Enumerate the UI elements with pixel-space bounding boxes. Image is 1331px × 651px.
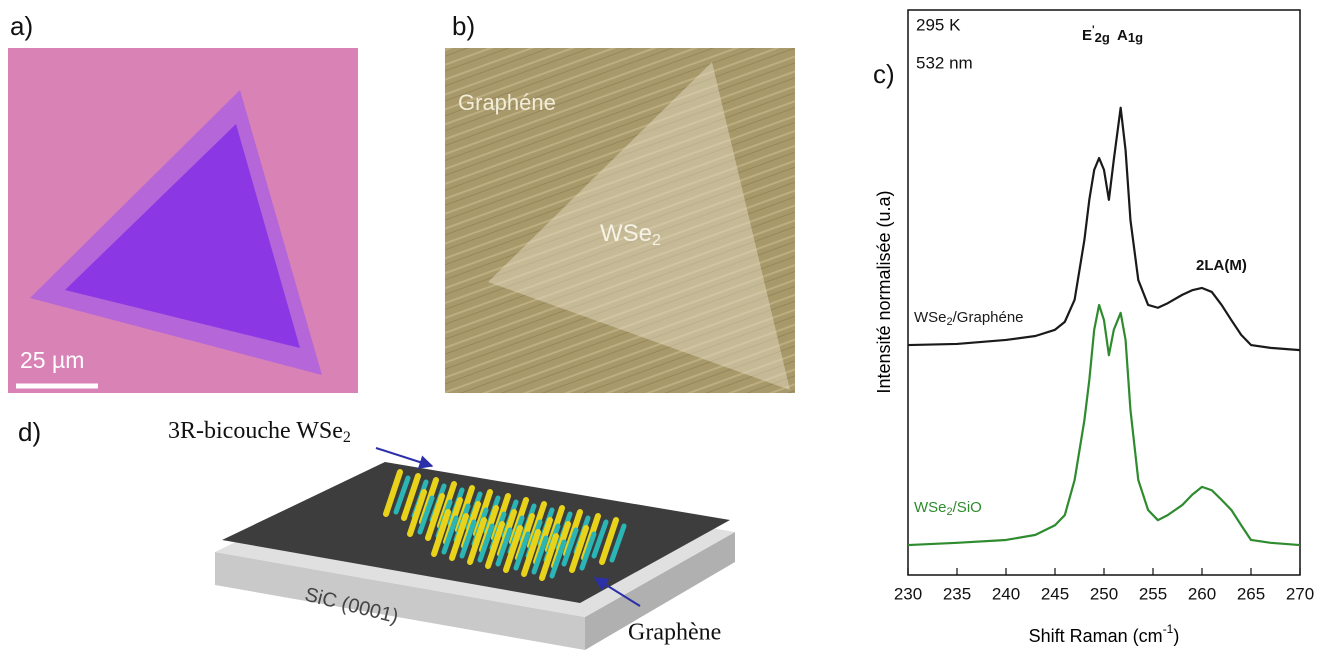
- rod: [579, 531, 597, 571]
- rod: [549, 539, 567, 579]
- y-axis-label: Intensité normalisée (u.a): [874, 190, 894, 393]
- annotation: 532 nm: [916, 53, 973, 72]
- rod: [599, 517, 619, 565]
- image-label: Graphéne: [458, 90, 556, 115]
- text-part: ): [1173, 626, 1179, 646]
- x-tick-label: 235: [943, 584, 971, 603]
- rod: [441, 515, 459, 555]
- rod: [431, 509, 451, 557]
- arrow: [375, 447, 434, 469]
- panel-label: b): [452, 11, 475, 41]
- rod: [417, 495, 435, 535]
- peak-label: E'2g: [1082, 24, 1110, 46]
- panel-label: d): [18, 417, 41, 447]
- subscript: 2: [343, 429, 351, 446]
- series-label: WSe2/SiO: [914, 499, 982, 518]
- x-tick-label: 245: [1041, 584, 1069, 603]
- peak-label: 2LA(M): [1196, 257, 1247, 274]
- rod: [561, 527, 579, 567]
- rod: [459, 519, 477, 559]
- text-part: Shift Raman (cm: [1029, 626, 1163, 646]
- x-tick-label: 260: [1188, 584, 1216, 603]
- rod: [609, 523, 627, 563]
- raman-plot: [907, 9, 1301, 576]
- superscript: ': [1092, 24, 1095, 36]
- rod: [539, 533, 559, 581]
- subscript: 2g: [1095, 30, 1110, 45]
- x-tick-label: 240: [992, 584, 1020, 603]
- panel-label: c): [873, 59, 895, 89]
- x-tick-label: 230: [894, 584, 922, 603]
- x-tick-label: 270: [1286, 584, 1314, 603]
- series-label: WSe2/Graphéne: [914, 309, 1024, 328]
- annotation: 295 K: [916, 15, 961, 34]
- rod: [467, 517, 487, 565]
- text-part: /SiO: [953, 499, 982, 516]
- text-part: A: [1117, 27, 1128, 44]
- subscript: 2: [947, 316, 953, 328]
- rod: [591, 519, 609, 559]
- micrograph-b: [445, 48, 795, 393]
- rod: [393, 475, 411, 515]
- rod: [513, 531, 531, 571]
- subscript: 2: [947, 506, 953, 518]
- spectrum-line: [907, 303, 1301, 547]
- text-part: 3R-bicouche WSe: [168, 418, 343, 444]
- rod: [485, 521, 505, 569]
- rod: [425, 493, 445, 541]
- rod: [503, 525, 523, 573]
- text-part: WSe: [914, 499, 947, 516]
- rod: [569, 525, 589, 573]
- subscript: 2: [652, 232, 661, 249]
- spectrum-line: [907, 106, 1301, 352]
- rod: [521, 529, 541, 577]
- text-part: /Graphéne: [953, 309, 1024, 326]
- rod: [401, 473, 421, 521]
- text-part: E: [1082, 27, 1092, 44]
- panel-label: a): [10, 11, 33, 41]
- x-axis-label: Shift Raman (cm-1): [1029, 622, 1180, 646]
- rod: [449, 513, 469, 561]
- text-part: WSe: [914, 309, 947, 326]
- x-tick-label: 265: [1237, 584, 1265, 603]
- arrow: [593, 577, 641, 607]
- rod: [531, 535, 549, 575]
- x-tick-label: 250: [1090, 584, 1118, 603]
- rod: [477, 523, 495, 563]
- layer-label: 3R-bicouche WSe2: [168, 418, 351, 446]
- image-label: WSe2: [600, 220, 661, 249]
- scale-bar-label: 25 µm: [20, 347, 84, 373]
- rod: [495, 527, 513, 567]
- superscript: -1: [1163, 622, 1174, 636]
- peak-label: A1g: [1117, 27, 1143, 45]
- layer-label: Graphène: [628, 620, 721, 646]
- micrograph-a: [8, 48, 358, 393]
- x-tick-label: 255: [1139, 584, 1167, 603]
- subscript: 1g: [1128, 30, 1143, 45]
- rod: [407, 489, 427, 537]
- rod: [383, 469, 403, 517]
- text-part: WSe: [600, 220, 652, 247]
